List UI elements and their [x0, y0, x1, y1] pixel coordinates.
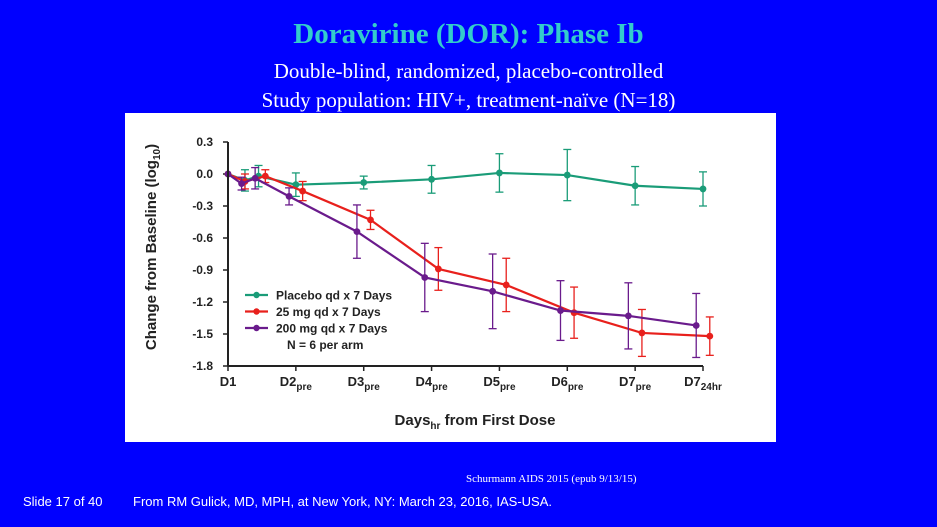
y-tick-label: 0.3: [196, 135, 213, 149]
source-credit: From RM Gulick, MD, MPH, at New York, NY…: [133, 494, 553, 509]
y-tick-label: -1.2: [192, 295, 213, 309]
data-point: [496, 169, 503, 177]
data-point: [292, 181, 300, 189]
slide-title: Doravirine (DOR): Phase Ib: [293, 18, 644, 50]
x-axis-label: Dayshr from First Dose: [395, 412, 556, 432]
data-point: [489, 287, 497, 295]
data-point: [299, 187, 307, 195]
data-point: [699, 185, 707, 193]
data-point: [251, 174, 259, 182]
legend-label: 200 mg qd x 7 Days: [276, 322, 388, 336]
series-3: [224, 166, 701, 359]
data-point: [367, 216, 374, 224]
data-point: [238, 180, 245, 187]
y-tick-label: -1.8: [192, 359, 213, 373]
x-tick-label: D724hr: [684, 374, 722, 393]
y-tick-label: -0.9: [192, 263, 213, 277]
y-tick-label: -1.5: [192, 327, 213, 341]
data-point: [692, 322, 700, 329]
legend-marker: [253, 291, 260, 299]
y-axis-label: Change from Baseline (log10): [143, 144, 163, 350]
chart-panel: 0.3 0.0 -0.3 -0.6 -0.9 -1.2 -1.5 -1.8 D1 D2pre D3…: [125, 113, 776, 442]
legend-marker: [253, 324, 260, 332]
series-1: [224, 148, 707, 207]
legend-label: 25 mg qd x 7 Days: [276, 305, 381, 319]
x-tick-label: D5pre: [483, 374, 516, 393]
y-tick-label: -0.6: [192, 231, 213, 245]
data-point: [502, 281, 510, 289]
y-tick-label: -0.3: [192, 199, 213, 213]
data-point: [353, 228, 361, 235]
slide-number: Slide 17 of 40: [23, 494, 103, 509]
data-point: [421, 274, 429, 281]
x-tick-label: D6pre: [551, 374, 584, 393]
legend-label: Placebo qd x 7 Days: [276, 289, 392, 303]
data-point: [631, 182, 639, 190]
data-point: [624, 312, 632, 320]
viral-load-chart: 0.3 0.0 -0.3 -0.6 -0.9 -1.2 -1.5 -1.8 D1 D2pre D3…: [143, 135, 722, 432]
data-point: [706, 332, 714, 340]
slide-subtitle-design: Double-blind, randomized, placebo-contro…: [273, 59, 664, 83]
series-line: [227, 173, 697, 327]
legend-marker: [253, 308, 260, 315]
slide-subtitle-population: Study population: HIV+, treatment-naïve …: [261, 88, 676, 112]
y-tick-label: 0.0: [196, 167, 213, 181]
x-tick-label: D2pre: [280, 374, 313, 393]
citation: Schurmann AIDS 2015 (epub 9/13/15): [466, 473, 637, 485]
data-point: [285, 193, 293, 200]
x-tick-label: D4pre: [415, 374, 448, 393]
data-point: [428, 175, 435, 183]
data-point: [638, 329, 646, 337]
x-tick-label: D3pre: [348, 374, 381, 393]
data-point: [360, 179, 368, 186]
data-point: [434, 265, 442, 273]
legend-note: N = 6 per arm: [287, 338, 363, 352]
data-point: [261, 172, 269, 180]
data-point: [563, 171, 571, 179]
x-tick-label: D1: [220, 374, 237, 389]
data-point: [557, 307, 564, 314]
x-tick-label: D7pre: [619, 374, 652, 393]
